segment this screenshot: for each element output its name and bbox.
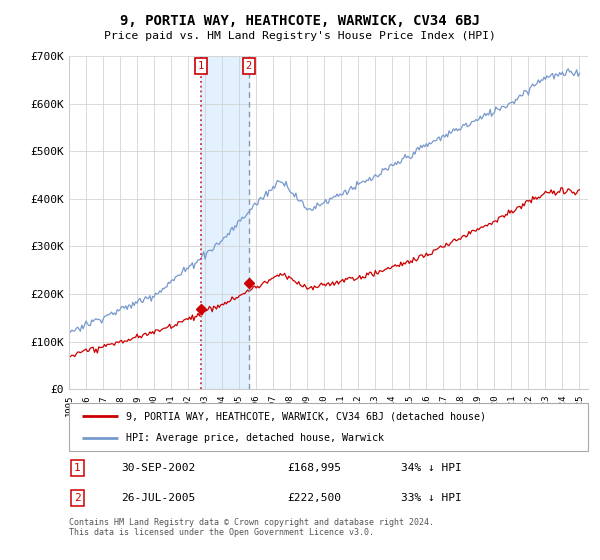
Text: 2: 2: [74, 493, 81, 503]
Text: HPI: Average price, detached house, Warwick: HPI: Average price, detached house, Warw…: [126, 433, 384, 443]
Text: 1: 1: [198, 61, 204, 71]
Text: £222,500: £222,500: [287, 493, 341, 503]
Text: 34% ↓ HPI: 34% ↓ HPI: [401, 463, 462, 473]
Text: Contains HM Land Registry data © Crown copyright and database right 2024.
This d: Contains HM Land Registry data © Crown c…: [69, 518, 434, 538]
Text: £168,995: £168,995: [287, 463, 341, 473]
Bar: [201, 56, 249, 389]
Text: 33% ↓ HPI: 33% ↓ HPI: [401, 493, 462, 503]
Text: 1: 1: [74, 463, 81, 473]
Text: 2: 2: [246, 61, 252, 71]
Text: 26-JUL-2005: 26-JUL-2005: [121, 493, 195, 503]
Text: 30-SEP-2002: 30-SEP-2002: [121, 463, 195, 473]
Text: Price paid vs. HM Land Registry's House Price Index (HPI): Price paid vs. HM Land Registry's House …: [104, 31, 496, 41]
Text: 9, PORTIA WAY, HEATHCOTE, WARWICK, CV34 6BJ (detached house): 9, PORTIA WAY, HEATHCOTE, WARWICK, CV34 …: [126, 411, 486, 421]
Text: 9, PORTIA WAY, HEATHCOTE, WARWICK, CV34 6BJ: 9, PORTIA WAY, HEATHCOTE, WARWICK, CV34 …: [120, 14, 480, 28]
FancyBboxPatch shape: [69, 403, 588, 451]
